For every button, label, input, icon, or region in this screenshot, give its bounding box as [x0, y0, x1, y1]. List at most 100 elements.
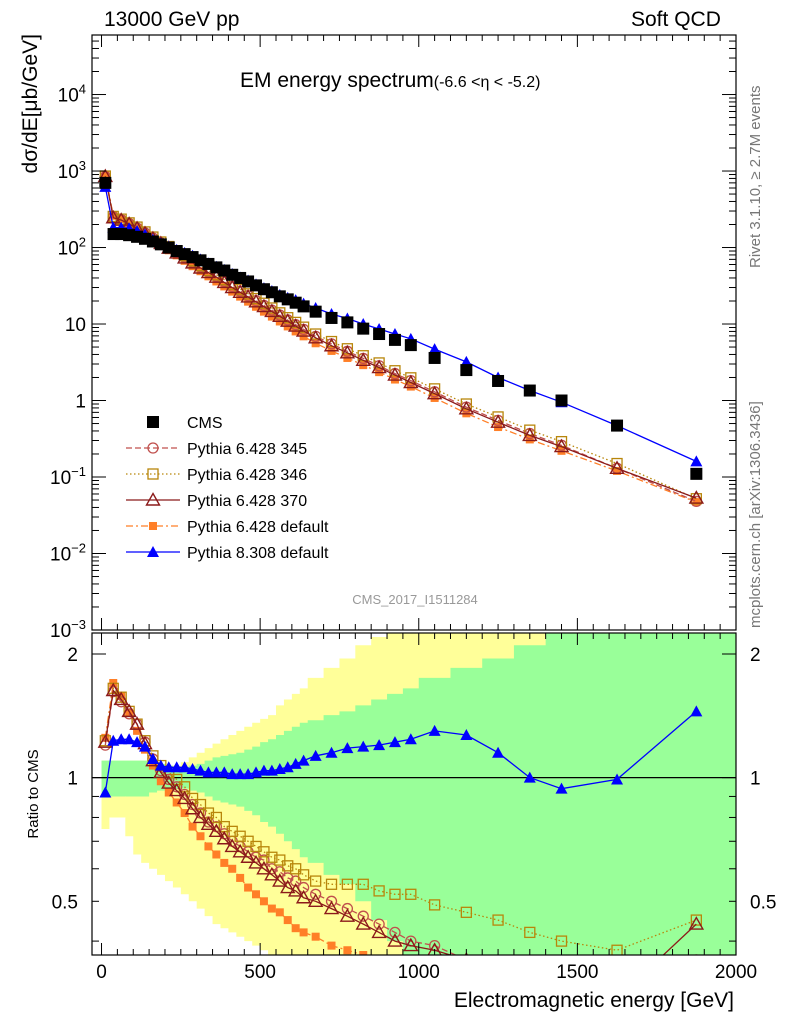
pythia-8-308-default-ratio-point	[202, 766, 215, 778]
pythia-6-428-346-ratio-point	[357, 878, 369, 890]
cms-point	[690, 467, 703, 480]
pythia-6-428-370-ratio-point	[224, 838, 240, 853]
pythia-8-308-default-ratio-point	[428, 724, 441, 736]
ratio-y-tick-label: 2	[67, 645, 78, 666]
pythia-8-308-default-ratio-point	[154, 759, 167, 771]
pythia-8-308-default-ratio-point	[138, 740, 151, 752]
pythia-6-428-346-ratio-point	[282, 860, 294, 872]
y-tick-label: 102	[58, 235, 86, 260]
pythia-8-308-default-ratio-point	[115, 733, 128, 745]
pythia-6-428-346-ratio-point	[290, 863, 302, 875]
pythia-6-428-346-ratio-point	[555, 935, 568, 947]
pythia-6-428-370-point	[272, 308, 288, 323]
pythia-6-428-370-ratio-point	[113, 691, 129, 706]
pythia-6-428-370-point	[248, 293, 264, 308]
pythia-6-428-346-ratio-point	[297, 869, 310, 881]
pythia-6-428-370-ratio-line	[104, 689, 697, 955]
pythia-6-428-370-ratio-point	[176, 790, 193, 805]
pythia-6-428-default-ratio-point	[164, 788, 173, 797]
pythia-6-428-370-ratio-point	[287, 882, 304, 897]
pythia-6-428-370-ratio-point	[240, 849, 256, 863]
pythia-8-308-default-ratio-point	[611, 773, 624, 785]
pythia-8-308-default-ratio-point	[218, 766, 231, 778]
ratio-y-tick-label: 2	[750, 645, 761, 666]
main-frame	[91, 34, 737, 631]
legend-marker-pythia-6-428-370	[145, 492, 161, 506]
x-tick-label: 500	[244, 962, 276, 983]
pythia-8-308-default-ratio-point	[131, 736, 144, 748]
analysis-watermark: CMS_2017_I1511284	[352, 592, 478, 607]
y-tick-label: 10−1	[50, 464, 86, 489]
pythia-6-428-370-point	[295, 323, 312, 337]
ratio-plot-area	[92, 633, 736, 1022]
cms-point	[297, 300, 310, 313]
pythia-6-428-370-ratio-point	[129, 716, 145, 730]
pythia-8-308-default-ratio-point	[186, 762, 199, 774]
pythia-8-308-default-ratio-point	[341, 742, 354, 754]
pythia-6-428-default-ratio-point	[172, 798, 181, 807]
pythia-8-308-default-ratio-point	[492, 746, 505, 758]
pythia-8-308-default-ratio-point	[460, 729, 473, 741]
pythia-6-428-346-ratio-point	[389, 888, 401, 900]
ratio-frame	[91, 632, 737, 956]
pythia-8-308-default-ratio-point	[404, 733, 417, 745]
pythia-8-308-default-ratio-point	[146, 753, 159, 765]
pythia-6-428-default-ratio-point	[133, 726, 142, 735]
y-tick-label: 104	[58, 82, 86, 107]
pythia-6-428-default-ratio-point	[259, 897, 268, 906]
pythia-6-428-370-point	[553, 438, 570, 453]
legend-marker-pythia-6-428-346	[147, 468, 159, 480]
pythia-8-308-default-ratio-point	[690, 705, 703, 717]
pythia-6-428-default-point	[692, 498, 701, 507]
legend-marker-pythia-8-308-default	[147, 546, 159, 557]
pythia-6-428-370-ratio-point	[339, 908, 356, 922]
pythia-6-428-346-ratio-point	[690, 914, 702, 926]
pythia-8-308-default-ratio-point	[170, 761, 183, 773]
pythia-6-428-370-ratio-point	[688, 916, 705, 930]
pythia-6-428-370-point	[280, 313, 296, 327]
pythia-6-428-370-ratio-point	[248, 854, 264, 869]
ratio-y-tick-label: 0.5	[52, 892, 78, 913]
pythia-8-308-default-ratio-point	[123, 733, 136, 745]
ratio-y-axis-label: Ratio to CMS	[25, 749, 42, 838]
pythia-8-308-default-ratio-point	[210, 766, 223, 778]
pythia-6-428-default-ratio-point	[220, 858, 229, 867]
pythia-6-428-370-ratio-point	[403, 937, 419, 952]
pythia-6-428-345-ratio-point	[357, 910, 369, 922]
pythia-6-428-default-point	[613, 466, 622, 475]
pythia-6-428-370-point	[307, 329, 324, 344]
cms-point	[178, 248, 191, 261]
pythia-6-428-370-ratio-point	[216, 830, 232, 845]
pythia-8-308-default-ratio-point	[388, 736, 401, 748]
pythia-6-428-370-point	[240, 289, 256, 303]
pythia-6-428-370-ratio-point	[256, 860, 272, 875]
pythia-8-308-default-ratio-point	[325, 746, 338, 758]
y-tick-label: 103	[58, 158, 86, 183]
cms-point	[325, 311, 338, 324]
pythia-6-428-default-ratio-point	[558, 1014, 566, 1022]
pythia-8-308-default-ratio-point	[281, 761, 294, 773]
pythia-6-428-345-ratio-point	[282, 872, 294, 884]
cms-point	[523, 384, 536, 397]
pythia-6-428-370-point	[355, 352, 371, 367]
pythia-6-428-default-point	[525, 435, 534, 444]
pythia-6-428-345-ratio-point	[693, 954, 700, 955]
pythia-8-308-default-ratio-point	[194, 764, 207, 776]
pythia-6-428-default-ratio-point	[359, 951, 368, 955]
pythia-6-428-346-ratio-point	[492, 914, 504, 926]
legend-label-pythia-8-308-default: Pythia 8.308 default	[187, 545, 329, 562]
pythia-6-428-345-ratio-point	[389, 926, 401, 939]
pythia-6-428-370-ratio-point	[323, 900, 340, 915]
pythia-6-428-345-ratio-point	[493, 965, 503, 975]
pythia-6-428-370-point	[609, 460, 625, 474]
legend-marker-pythia-6-428-default	[149, 522, 157, 530]
pythia-6-428-345-ratio-point	[171, 781, 183, 793]
pythia-6-428-370-point	[688, 490, 705, 504]
pythia-8-308-default-ratio-point	[523, 771, 536, 783]
ratio-y-tick-label: 1	[750, 769, 761, 790]
pythia-6-428-370-ratio-point	[105, 682, 121, 697]
pythia-6-428-370-point	[490, 414, 506, 428]
pythia-8-308-default-ratio-point	[99, 786, 112, 798]
cms-point	[388, 333, 401, 346]
